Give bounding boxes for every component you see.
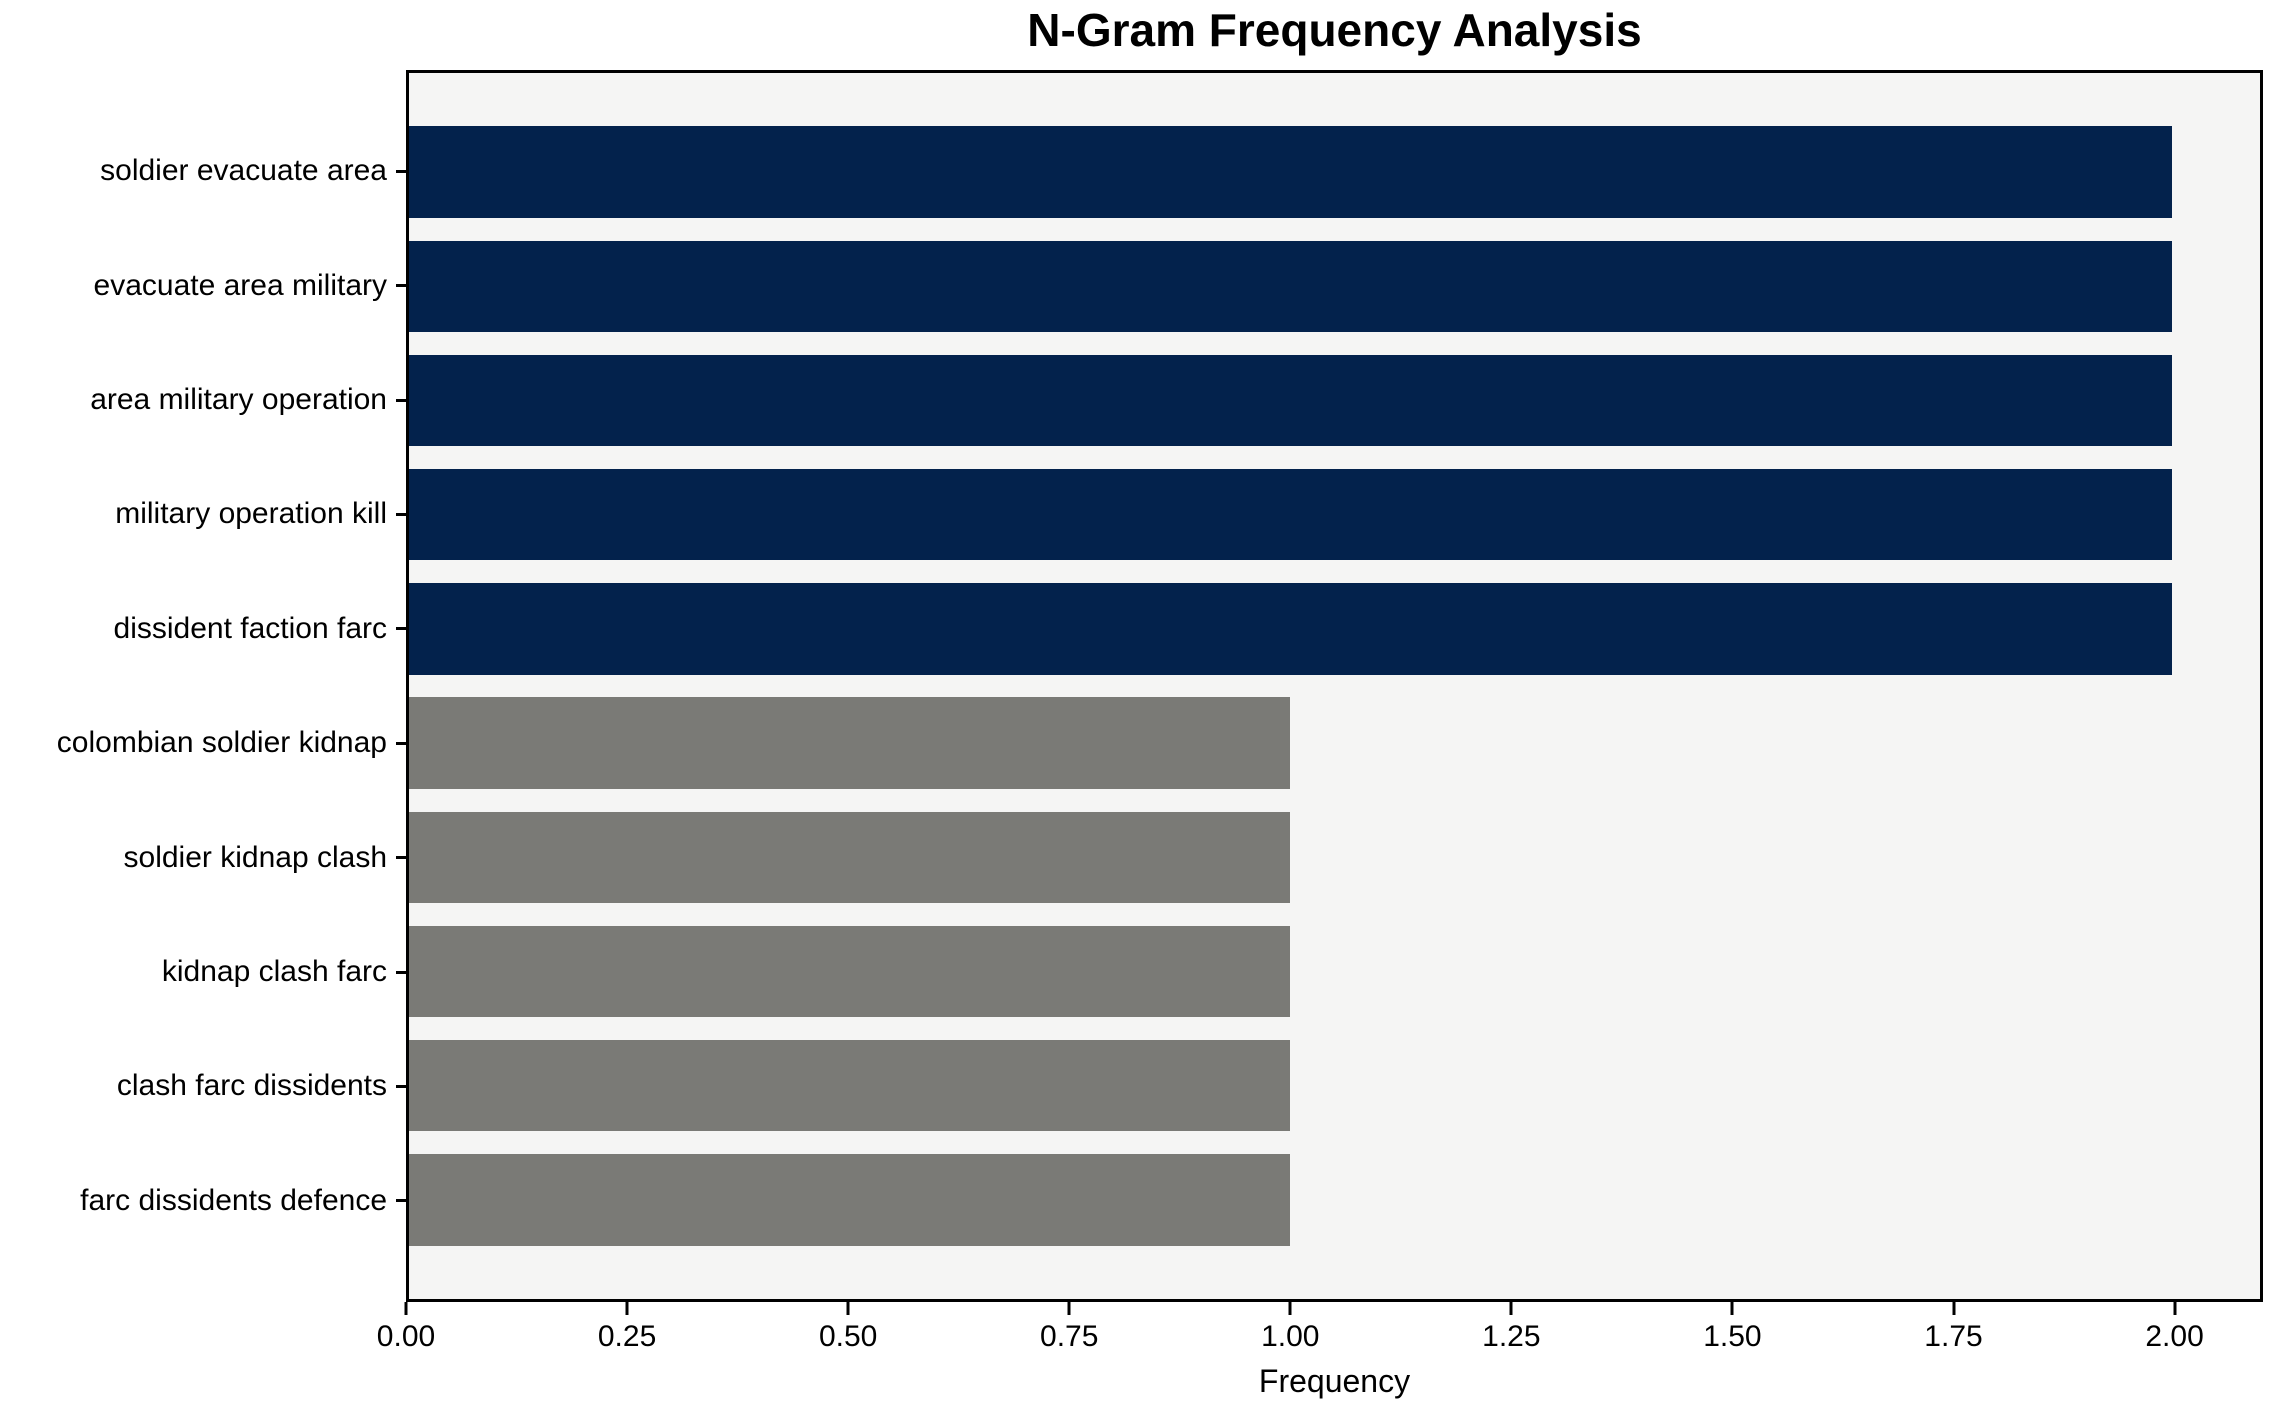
y-label-row: dissident faction farc xyxy=(0,572,406,686)
y-label-row: colombian soldier kidnap xyxy=(0,686,406,800)
y-tick-label: clash farc dissidents xyxy=(116,1069,387,1103)
x-tick-mark xyxy=(2173,1302,2177,1315)
x-axis-title: Frequency xyxy=(1258,1363,1411,1399)
y-label-row: military operation kill xyxy=(0,457,406,571)
y-label-row: evacuate area military xyxy=(0,228,406,342)
bar xyxy=(409,469,2172,561)
y-tick-label: soldier kidnap clash xyxy=(123,840,387,874)
bar xyxy=(409,583,2172,675)
y-tick-label: soldier evacuate area xyxy=(100,154,387,188)
y-tick-mark xyxy=(396,398,406,402)
bar-row xyxy=(409,572,2260,686)
bar xyxy=(409,354,2172,447)
y-label-row: farc dissidents defence xyxy=(0,1144,406,1258)
y-tick-label: colombian soldier kidnap xyxy=(56,726,387,760)
bar-row xyxy=(409,229,2260,343)
y-axis-labels: soldier evacuate area evacuate area milit… xyxy=(0,114,406,1258)
bar-row xyxy=(409,1029,2260,1143)
x-tick-mark xyxy=(1509,1302,1513,1315)
y-tick-mark xyxy=(396,1084,406,1088)
y-tick-mark xyxy=(396,627,406,631)
bar xyxy=(409,1154,1291,1246)
bar xyxy=(409,126,2172,218)
bar xyxy=(409,1040,1291,1132)
x-tick-mark xyxy=(846,1302,850,1315)
x-tick-label: 1.25 xyxy=(1482,1320,1541,1353)
bar-row xyxy=(409,914,2260,1028)
chart-title: N-Gram Frequency Analysis xyxy=(1027,4,1642,56)
y-tick-label: dissident faction farc xyxy=(113,611,387,645)
bar-row xyxy=(409,800,2260,914)
y-tick-label: area military operation xyxy=(90,383,387,417)
x-tick-label: 2.00 xyxy=(2145,1320,2204,1353)
x-tick-label: 0.25 xyxy=(597,1320,657,1353)
y-tick-mark xyxy=(396,284,406,288)
x-tick-mark xyxy=(1067,1302,1071,1315)
x-tick-mark xyxy=(625,1302,629,1315)
y-tick-mark xyxy=(396,1199,406,1203)
y-label-row: soldier kidnap clash xyxy=(0,800,406,914)
x-tick-label: 1.00 xyxy=(1261,1320,1320,1353)
y-label-row: clash farc dissidents xyxy=(0,1029,406,1143)
bar-row xyxy=(409,686,2260,800)
x-tick-label: 1.75 xyxy=(1924,1320,1983,1353)
y-tick-label: kidnap clash farc xyxy=(161,955,387,989)
bar xyxy=(409,811,1291,903)
x-tick-mark xyxy=(404,1302,408,1315)
y-tick-label: farc dissidents defence xyxy=(80,1183,387,1217)
plot-area xyxy=(406,70,2263,1302)
y-tick-mark xyxy=(396,741,406,745)
x-tick-label: 0.00 xyxy=(376,1320,436,1353)
x-tick-label: 0.75 xyxy=(1040,1320,1099,1353)
bar-row xyxy=(409,1143,2260,1257)
bar xyxy=(409,925,1291,1018)
y-tick-mark xyxy=(396,970,406,974)
bar xyxy=(409,697,1291,789)
x-tick-mark xyxy=(1952,1302,1955,1315)
bar-row xyxy=(409,115,2260,229)
x-tick-mark xyxy=(1288,1302,1292,1315)
y-tick-mark xyxy=(396,512,406,516)
x-tick-label: 0.50 xyxy=(818,1320,878,1353)
bars-container xyxy=(409,115,2260,1257)
bar-row xyxy=(409,458,2260,572)
x-tick-label: 1.50 xyxy=(1703,1320,1762,1353)
bar-row xyxy=(409,343,2260,457)
y-label-row: kidnap clash farc xyxy=(0,915,406,1029)
x-axis: 0.00 0.25 0.50 0.75 1.00 1.25 1.50 1.75 2.00 xyxy=(377,1302,2263,1372)
y-tick-mark xyxy=(396,169,406,173)
x-tick-mark xyxy=(1730,1302,1734,1315)
y-tick-mark xyxy=(396,856,406,860)
y-label-row: soldier evacuate area xyxy=(0,114,406,228)
y-tick-label: evacuate area military xyxy=(93,268,387,302)
bar xyxy=(409,240,2172,332)
y-label-row: area military operation xyxy=(0,343,406,457)
y-tick-label: military operation kill xyxy=(115,497,387,531)
